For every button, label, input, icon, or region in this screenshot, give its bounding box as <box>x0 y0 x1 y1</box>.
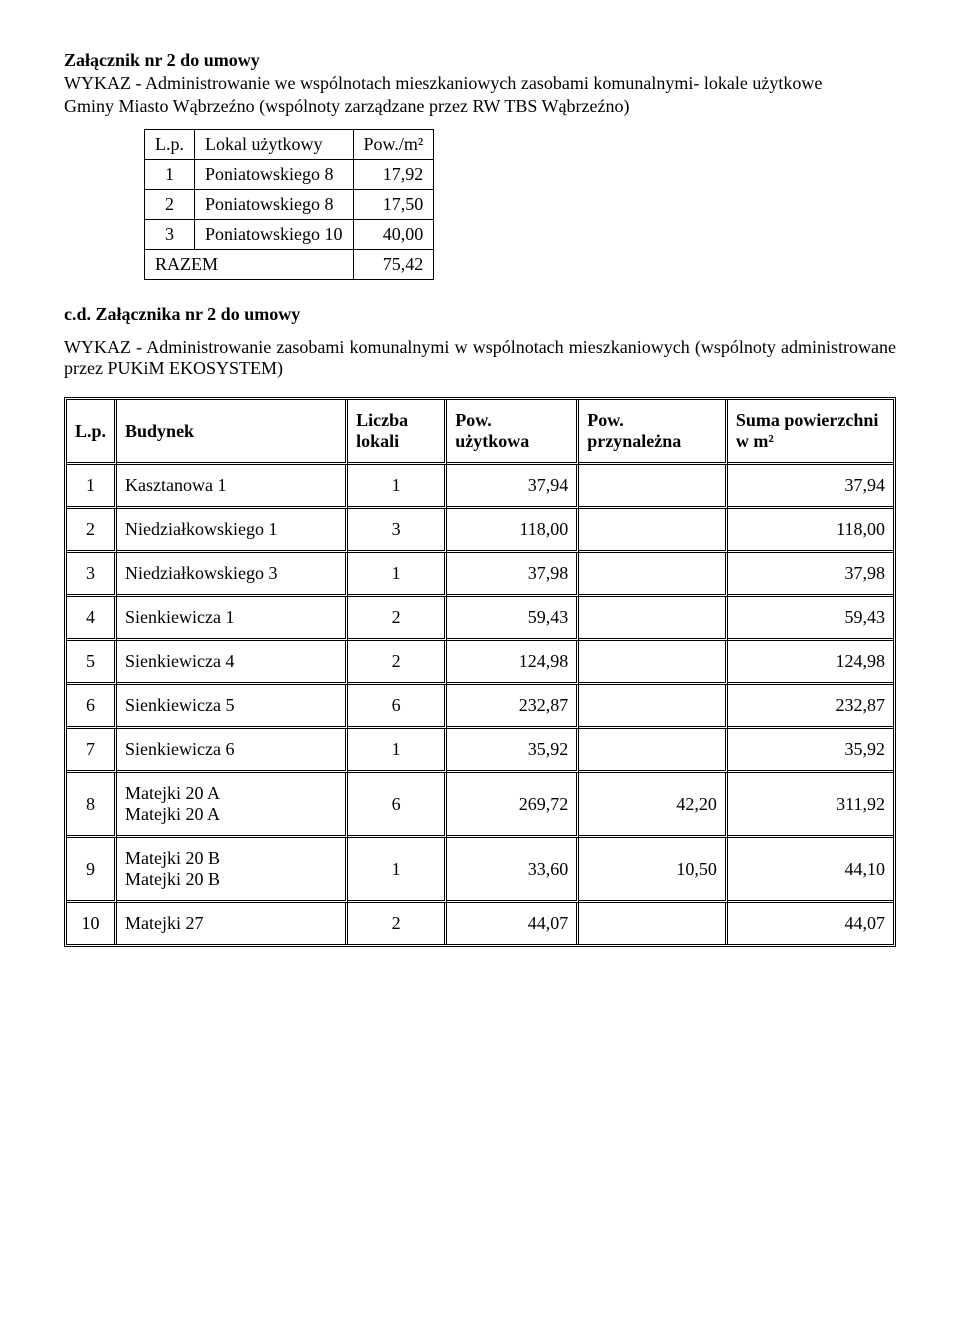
small-cell: 1 <box>145 160 195 190</box>
small-cell: 2 <box>145 190 195 220</box>
small-cell: 17,92 <box>353 160 434 190</box>
small-cell: Poniatowskiego 8 <box>195 190 354 220</box>
table-cell-pow-przynalezna: 42,20 <box>579 773 728 838</box>
table-cell-pow-przynalezna: 10,50 <box>579 838 728 903</box>
table-cell-pow-uzytkowa: 269,72 <box>447 773 579 838</box>
table-cell-building: Sienkiewicza 6 <box>117 729 348 773</box>
table-cell-lp: 10 <box>67 903 117 944</box>
table-cell-pow-przynalezna <box>579 729 728 773</box>
table-cell-pow-uzytkowa: 37,98 <box>447 553 579 597</box>
table-cell-lp: 7 <box>67 729 117 773</box>
table-cell-pow-uzytkowa: 118,00 <box>447 509 579 553</box>
table-cell-suma: 232,87 <box>728 685 893 729</box>
table-cell-suma: 37,98 <box>728 553 893 597</box>
table-cell-lp: 2 <box>67 509 117 553</box>
th-liczba: Liczba lokali <box>348 400 447 465</box>
table-cell-liczba: 3 <box>348 509 447 553</box>
table-cell-building: Sienkiewicza 4 <box>117 641 348 685</box>
table-cell-liczba: 1 <box>348 553 447 597</box>
table-cell-pow-uzytkowa: 37,94 <box>447 465 579 509</box>
table-cell-pow-przynalezna <box>579 597 728 641</box>
table-cell-pow-uzytkowa: 124,98 <box>447 641 579 685</box>
small-cell: 3 <box>145 220 195 250</box>
small-total-value: 75,42 <box>353 250 434 280</box>
table-cell-pow-przynalezna <box>579 553 728 597</box>
table-cell-suma: 37,94 <box>728 465 893 509</box>
header-line-1: WYKAZ - Administrowanie we wspólnotach m… <box>64 73 896 94</box>
table-cell-building: Niedziałkowskiego 3 <box>117 553 348 597</box>
table-cell-pow-uzytkowa: 35,92 <box>447 729 579 773</box>
table-cell-pow-uzytkowa: 44,07 <box>447 903 579 944</box>
table-cell-building: Kasztanowa 1 <box>117 465 348 509</box>
table-cell-suma: 44,10 <box>728 838 893 903</box>
table-cell-liczba: 2 <box>348 641 447 685</box>
table-cell-suma: 35,92 <box>728 729 893 773</box>
table-cell-building: Niedziałkowskiego 1 <box>117 509 348 553</box>
table-cell-lp: 5 <box>67 641 117 685</box>
table-cell-building: Matejki 20 BMatejki 20 B <box>117 838 348 903</box>
th-lp: L.p. <box>67 400 117 465</box>
table-cell-liczba: 1 <box>348 838 447 903</box>
table-cell-pow-przynalezna <box>579 641 728 685</box>
table-cell-lp: 8 <box>67 773 117 838</box>
table-cell-pow-uzytkowa: 232,87 <box>447 685 579 729</box>
small-th-lokal: Lokal użytkowy <box>195 130 354 160</box>
table-cell-building: Matejki 20 AMatejki 20 A <box>117 773 348 838</box>
table-cell-liczba: 1 <box>348 465 447 509</box>
main-table: L.p. Budynek Liczba lokali Pow. użytkowa… <box>64 397 896 947</box>
small-cell: 40,00 <box>353 220 434 250</box>
table-cell-pow-przynalezna <box>579 685 728 729</box>
small-cell: Poniatowskiego 10 <box>195 220 354 250</box>
header-line-2: Gminy Miasto Wąbrzeźno (wspólnoty zarząd… <box>64 96 896 117</box>
table-cell-lp: 3 <box>67 553 117 597</box>
table-cell-liczba: 6 <box>348 773 447 838</box>
table-cell-liczba: 2 <box>348 597 447 641</box>
table-cell-lp: 4 <box>67 597 117 641</box>
paragraph: WYKAZ - Administrowanie zasobami komunal… <box>64 337 896 379</box>
small-th-pow: Pow./m² <box>353 130 434 160</box>
th-pow-przynalezna: Pow. przynależna <box>579 400 728 465</box>
small-table: L.p. Lokal użytkowy Pow./m² 1 Poniatowsk… <box>144 129 434 280</box>
th-pow-uzytkowa: Pow. użytkowa <box>447 400 579 465</box>
table-cell-liczba: 6 <box>348 685 447 729</box>
subheading: c.d. Załącznika nr 2 do umowy <box>64 304 896 325</box>
table-cell-pow-przynalezna <box>579 903 728 944</box>
table-cell-lp: 6 <box>67 685 117 729</box>
table-cell-building: Matejki 27 <box>117 903 348 944</box>
table-cell-pow-przynalezna <box>579 465 728 509</box>
table-cell-lp: 9 <box>67 838 117 903</box>
small-total-label: RAZEM <box>145 250 354 280</box>
table-cell-suma: 59,43 <box>728 597 893 641</box>
table-cell-suma: 311,92 <box>728 773 893 838</box>
table-cell-pow-przynalezna <box>579 509 728 553</box>
table-cell-liczba: 1 <box>348 729 447 773</box>
table-cell-liczba: 2 <box>348 903 447 944</box>
table-cell-pow-uzytkowa: 59,43 <box>447 597 579 641</box>
small-cell: 17,50 <box>353 190 434 220</box>
table-cell-lp: 1 <box>67 465 117 509</box>
small-cell: Poniatowskiego 8 <box>195 160 354 190</box>
table-cell-building: Sienkiewicza 1 <box>117 597 348 641</box>
attachment-title: Załącznik nr 2 do umowy <box>64 50 896 71</box>
table-cell-building: Sienkiewicza 5 <box>117 685 348 729</box>
table-cell-suma: 124,98 <box>728 641 893 685</box>
table-cell-suma: 44,07 <box>728 903 893 944</box>
th-budynek: Budynek <box>117 400 348 465</box>
small-th-lp: L.p. <box>145 130 195 160</box>
table-cell-pow-uzytkowa: 33,60 <box>447 838 579 903</box>
table-cell-suma: 118,00 <box>728 509 893 553</box>
th-suma: Suma powierzchni w m² <box>728 400 893 465</box>
